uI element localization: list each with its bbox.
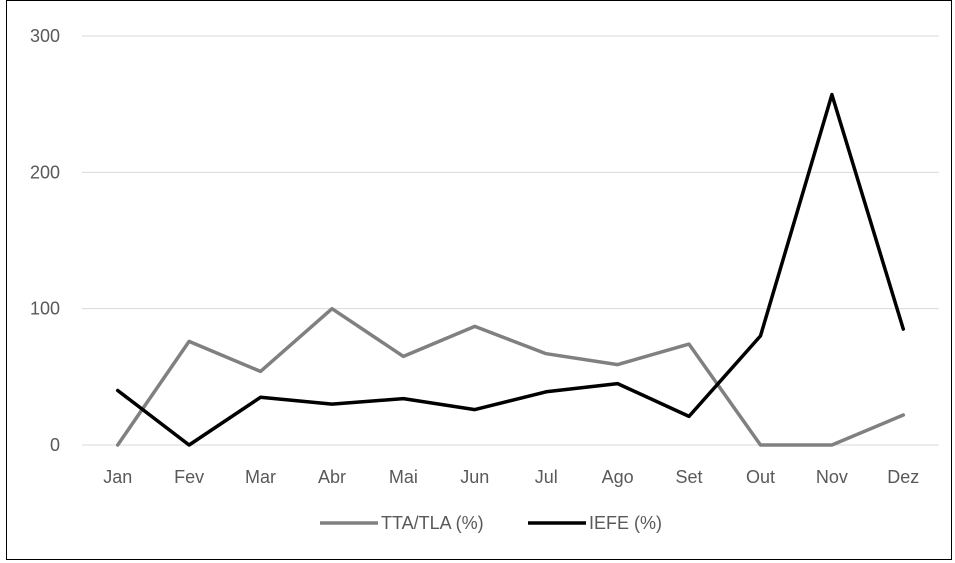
x-tick-label-jan: Jan <box>103 467 132 487</box>
x-tick-label-dez: Dez <box>887 467 919 487</box>
legend-label-1: TTA/TLA (%) <box>381 513 484 533</box>
series-lines <box>118 95 904 446</box>
series-line-2 <box>118 95 904 445</box>
y-tick-label-300: 300 <box>30 26 60 46</box>
x-tick-label-jun: Jun <box>460 467 489 487</box>
x-tick-label-mai: Mai <box>389 467 418 487</box>
y-tick-label-0: 0 <box>50 435 60 455</box>
x-tick-label-set: Set <box>676 467 703 487</box>
y-tick-label-200: 200 <box>30 162 60 182</box>
x-tick-label-fev: Fev <box>174 467 204 487</box>
x-tick-label-out: Out <box>746 467 775 487</box>
x-axis-ticks: Jan Fev Mar Abr Mai Jun Jul Ago Set Out Nov Dez <box>103 467 919 487</box>
series-line-1 <box>118 309 904 445</box>
legend: TTA/TLA (%) IEFE (%) <box>320 513 662 533</box>
y-axis-ticks: 0 100 200 300 <box>30 26 60 455</box>
y-tick-label-100: 100 <box>30 299 60 319</box>
x-tick-label-jul: Jul <box>535 467 558 487</box>
legend-label-2: IEFE (%) <box>589 513 662 533</box>
x-tick-label-nov: Nov <box>816 467 848 487</box>
x-tick-label-ago: Ago <box>602 467 634 487</box>
x-tick-label-mar: Mar <box>245 467 276 487</box>
x-tick-label-abr: Abr <box>318 467 346 487</box>
gridlines <box>82 36 939 445</box>
